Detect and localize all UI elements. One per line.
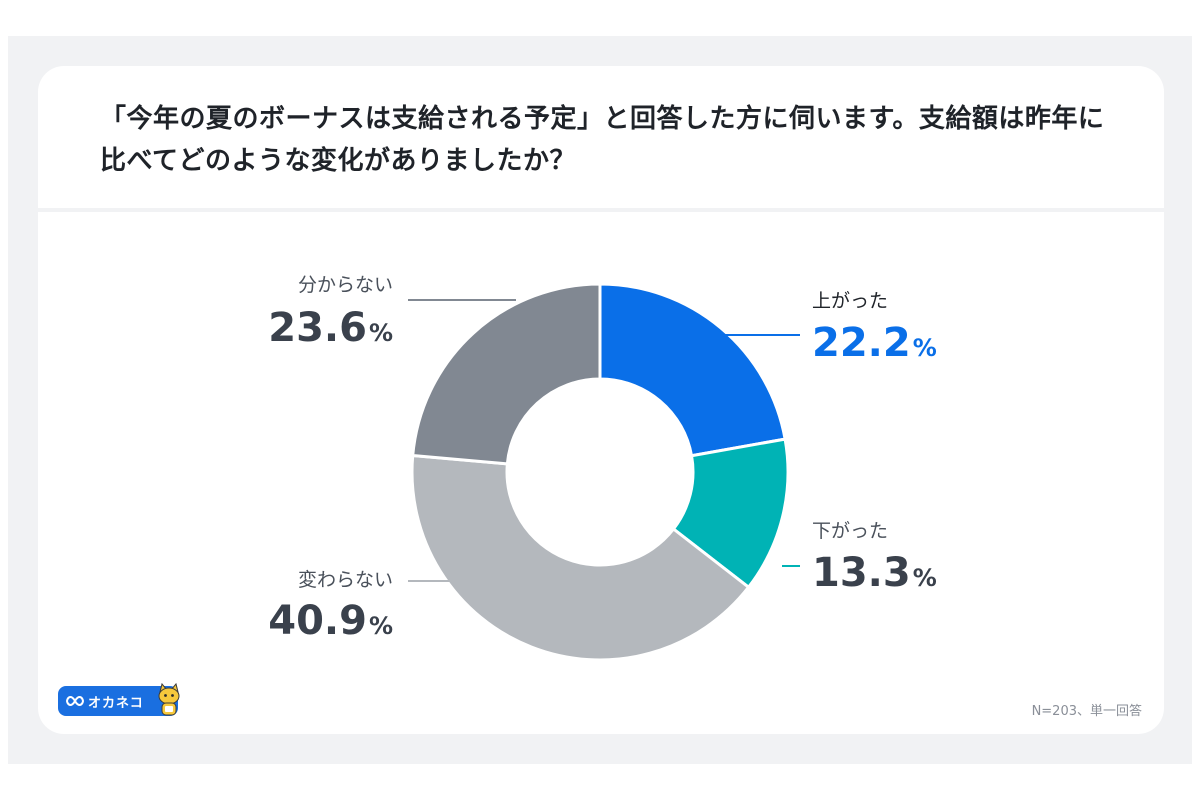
value-unit-1: % xyxy=(913,334,937,362)
donut-slice-3 xyxy=(410,453,751,662)
leader-lines xyxy=(408,299,800,582)
header-divider xyxy=(38,208,1164,212)
value-number-3: 40.9 xyxy=(268,598,367,644)
value-label-2: 13.3% xyxy=(812,550,937,596)
value-unit-4: % xyxy=(369,319,393,347)
value-number-2: 13.3 xyxy=(812,550,911,596)
brand-logo: オカネコ xyxy=(58,682,180,716)
brand-name: オカネコ xyxy=(88,695,144,711)
infinity-icon xyxy=(64,690,86,712)
donut-chart: 上がった 22.2% 下がった 13.3% 変わらない 40.9% 分からない 23.6% xyxy=(268,274,937,662)
category-label-2: 下がった xyxy=(812,520,888,542)
donut-slice-1 xyxy=(598,282,787,458)
value-label-1: 22.2% xyxy=(812,320,937,366)
value-label-3: 40.9% xyxy=(268,598,393,644)
chart-card: 「今年の夏のボーナスは支給される予定」と回答した方に伺います。支給額は昨年に比べ… xyxy=(38,66,1164,734)
sample-note: N=203、単一回答 xyxy=(1031,704,1142,719)
value-unit-2: % xyxy=(913,564,937,592)
data-labels: 上がった 22.2% 下がった 13.3% 変わらない 40.9% 分からない 23.6% xyxy=(268,274,937,644)
cat-mascot-icon xyxy=(156,682,182,716)
category-label-1: 上がった xyxy=(812,290,888,312)
value-number-1: 22.2 xyxy=(812,320,911,366)
chart-title: 「今年の夏のボーナスは支給される予定」と回答した方に伺います。支給額は昨年に比べ… xyxy=(100,104,1105,176)
donut-slices xyxy=(410,282,790,662)
value-unit-3: % xyxy=(369,612,393,640)
category-label-3: 変わらない xyxy=(298,569,393,591)
value-number-4: 23.6 xyxy=(268,305,367,351)
category-label-4: 分からない xyxy=(298,274,393,296)
donut-slice-4 xyxy=(411,282,602,466)
value-label-4: 23.6% xyxy=(268,305,393,351)
